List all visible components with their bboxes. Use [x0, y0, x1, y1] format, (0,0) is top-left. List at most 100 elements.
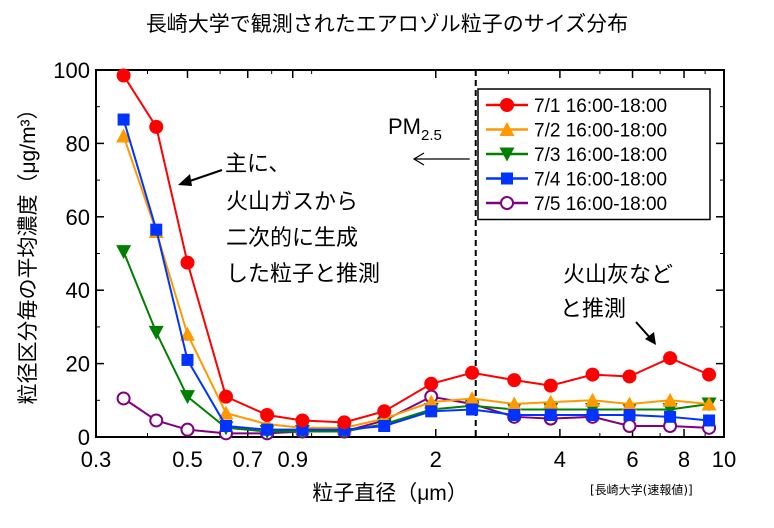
data-point — [148, 325, 164, 340]
x-tick-label: 0.3 — [81, 447, 112, 472]
annotation-gas-line: 主に、 — [225, 151, 290, 176]
annotation-gas-line: した粒子と推測 — [226, 261, 380, 286]
x-tick-label: 6 — [626, 447, 638, 472]
legend-label: 7/3 16:00-18:00 — [534, 145, 667, 166]
data-point — [543, 378, 558, 393]
annotation-gas-line: 火山ガスから — [226, 189, 358, 214]
legend-label: 7/1 16:00-18:00 — [534, 96, 667, 117]
x-tick-label: 0.5 — [172, 447, 203, 472]
legend-marker — [500, 98, 514, 112]
series-line — [122, 119, 710, 431]
data-point — [116, 391, 131, 406]
data-point — [377, 404, 392, 419]
legend-entry: 7/5 16:00-18:00 — [486, 194, 667, 215]
data-point — [664, 410, 677, 423]
data-point — [180, 255, 195, 270]
data-point — [507, 373, 522, 388]
data-point — [425, 405, 438, 418]
legend-marker — [499, 147, 515, 162]
y-axis-label: 粒径区分毎の平均濃度（μg/m³） — [17, 98, 40, 404]
series-line — [122, 74, 710, 424]
data-point — [623, 408, 636, 421]
data-point — [466, 403, 479, 416]
data-point — [423, 394, 439, 409]
data-point — [622, 396, 638, 411]
data-point — [179, 326, 195, 341]
data-point — [220, 419, 233, 432]
legend-label: 7/5 16:00-18:00 — [534, 194, 667, 215]
data-point — [150, 223, 163, 236]
data-point — [181, 353, 194, 366]
data-point — [378, 419, 391, 432]
data-source-credit: [長崎大学(速報値)] — [590, 483, 693, 497]
annotation-ash-line: 火山灰など — [563, 262, 673, 287]
legend-marker — [500, 196, 514, 210]
data-point — [703, 414, 716, 427]
legend-marker — [499, 122, 515, 136]
data-point — [543, 394, 559, 409]
data-point — [701, 396, 717, 411]
annotation-gas-line: 二次的に生成 — [226, 225, 358, 250]
x-tick-label: 0.9 — [277, 447, 308, 472]
x-tick-label: 8 — [678, 447, 690, 472]
data-point — [506, 396, 522, 411]
data-point — [622, 418, 637, 433]
data-point — [464, 390, 480, 405]
annotation-gas-arrowhead — [178, 174, 192, 186]
data-point — [261, 423, 274, 436]
x-tick-label: 0.7 — [232, 447, 263, 472]
x-tick-label: 2 — [430, 447, 442, 472]
data-point — [179, 390, 195, 405]
data-point — [585, 367, 600, 382]
data-point — [219, 389, 234, 404]
annotation-ash-arrowhead — [645, 332, 656, 345]
y-tick-label: 20 — [66, 352, 90, 377]
series-4 — [117, 113, 716, 436]
y-tick-label: 40 — [66, 278, 90, 303]
series-line — [122, 135, 710, 429]
data-point — [337, 415, 352, 430]
legend-entry: 7/2 16:00-18:00 — [486, 121, 667, 142]
series-line — [122, 251, 710, 433]
x-axis-label: 粒子直径（μm） — [312, 482, 468, 505]
legend-label: 7/4 16:00-18:00 — [534, 170, 667, 191]
pm25-arrow-head — [412, 152, 425, 166]
series-line — [123, 395, 710, 435]
legend-marker — [501, 172, 513, 185]
x-tick-label: 10 — [712, 447, 736, 472]
data-point — [702, 367, 717, 382]
pm25-label-subscript: 2.5 — [421, 127, 442, 144]
data-point — [260, 407, 275, 422]
data-point — [218, 405, 234, 420]
data-point — [149, 119, 164, 134]
data-point — [508, 408, 521, 421]
data-point — [663, 351, 678, 366]
data-point — [586, 408, 599, 421]
y-tick-label: 100 — [53, 58, 90, 83]
data-point — [295, 413, 310, 428]
data-point — [117, 113, 130, 126]
data-point — [116, 245, 132, 260]
data-point — [622, 369, 637, 384]
legend-entry: 7/4 16:00-18:00 — [486, 170, 667, 191]
legend-label: 7/2 16:00-18:00 — [534, 121, 667, 142]
data-point — [149, 413, 164, 428]
data-point — [662, 392, 678, 407]
legend-entry: 7/3 16:00-18:00 — [486, 145, 667, 166]
series-1 — [116, 68, 717, 430]
y-tick-label: 60 — [66, 205, 90, 230]
data-point — [116, 128, 132, 143]
pm25-label: PM2.5 — [388, 114, 442, 144]
annotation-ash-line: と推測 — [560, 296, 626, 321]
y-tick-label: 0 — [78, 425, 90, 450]
data-point — [180, 422, 195, 437]
x-tick-label: 4 — [554, 447, 566, 472]
data-point — [116, 68, 131, 83]
chart-title: 長崎大学で観測されたエアロゾル粒子のサイズ分布 — [145, 12, 629, 36]
data-point — [585, 392, 601, 407]
data-point — [544, 408, 557, 421]
y-tick-label: 80 — [66, 131, 90, 156]
data-point — [424, 376, 439, 391]
legend-entry: 7/1 16:00-18:00 — [486, 96, 667, 117]
